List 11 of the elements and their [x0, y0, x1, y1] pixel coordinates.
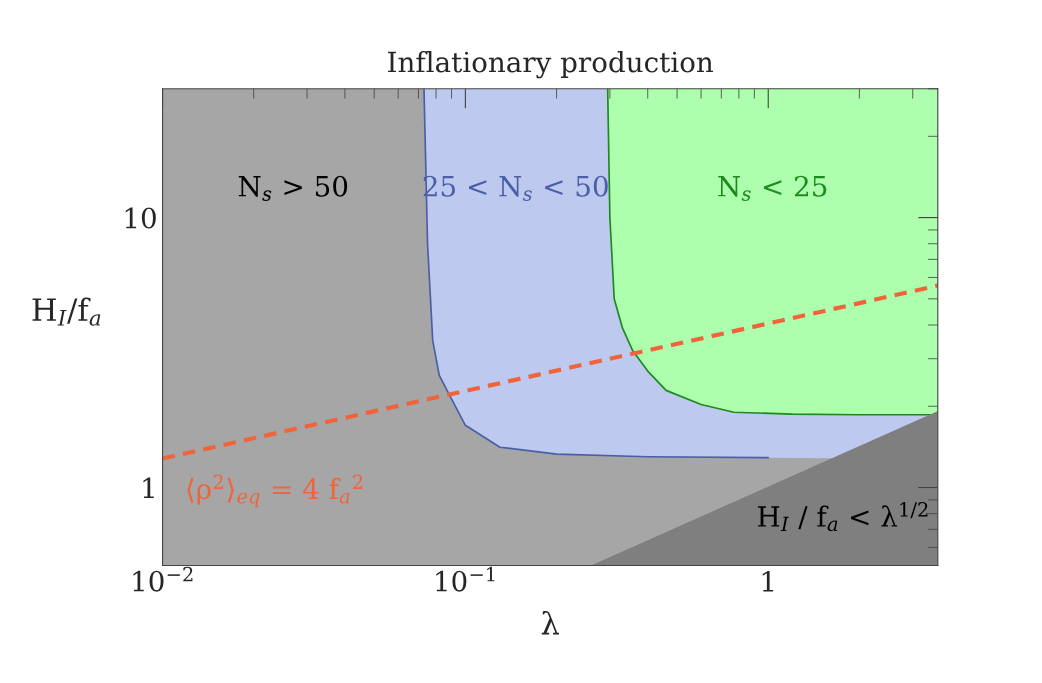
- band-label: N$_{s}$ > 50: [238, 175, 348, 201]
- x-axis-title: λ: [541, 611, 560, 635]
- y-axis-title: H$_{I}$/f$_{a}$: [32, 297, 101, 326]
- y-tick-label: 10: [125, 207, 156, 229]
- x-tick-label: 10$^{−1}$: [436, 566, 495, 592]
- text: N$_{s}$ < 25: [718, 175, 827, 201]
- x-tick-label: 1: [762, 570, 774, 592]
- series-label: ⟨ρ$^{2}$⟩$_{eq}$ = 4 f$_{a}$$^{2}$: [187, 474, 363, 508]
- x-tick-label: 10$^{−2}$: [133, 566, 193, 592]
- chart-title: Inflationary production: [388, 51, 714, 79]
- series-label: H$_{I}$ / f$_{a}$ < λ$^{1/2}$: [758, 502, 928, 532]
